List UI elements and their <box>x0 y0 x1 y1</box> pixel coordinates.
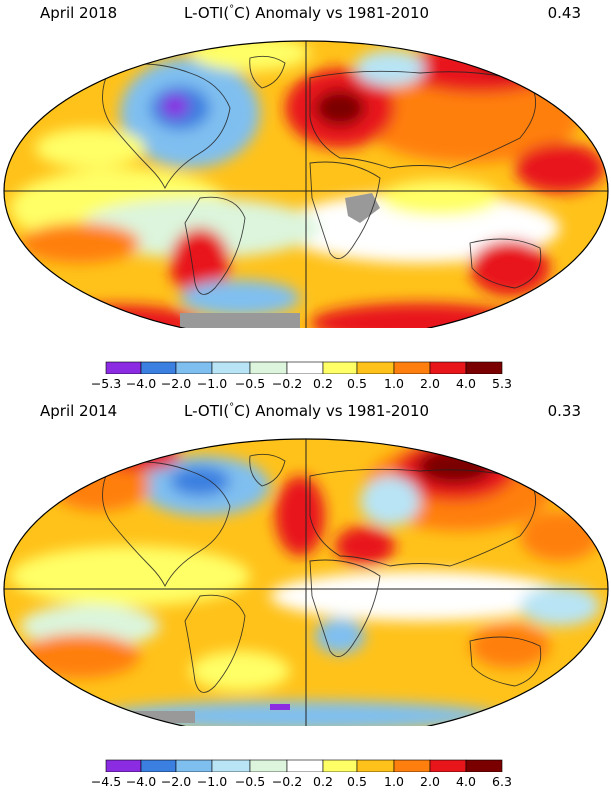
colorbar-swatch <box>465 361 503 374</box>
colorbar-tick-label: 0.2 <box>313 774 333 789</box>
anomaly-map-2014 <box>3 438 609 726</box>
colorbar-tick-label: −0.2 <box>271 376 303 391</box>
colorbar-tick-label: −4.0 <box>125 774 157 789</box>
colorbar-swatch <box>286 361 324 374</box>
colorbar-tick-label: −4.5 <box>90 774 122 789</box>
colorbar-tick-label: −5.3 <box>90 376 122 391</box>
colorbar: −4.5 −4.0 −2.0 −1.0 −0.5 −0.2 0.2 0.5 1.… <box>0 728 611 789</box>
colorbar-swatches <box>105 361 503 374</box>
colorbar-tick-label: −0.2 <box>271 774 303 789</box>
colorbar-swatch <box>175 759 213 772</box>
colorbar-tick-label: 6.3 <box>492 774 512 789</box>
colorbar-tick-label: 4.0 <box>456 774 476 789</box>
colorbar-tick-label: −4.0 <box>125 376 157 391</box>
colorbar-swatch <box>286 759 324 772</box>
colorbar-swatch <box>429 361 467 374</box>
colorbar-swatch <box>393 361 431 374</box>
colorbar-tick-label: 4.0 <box>456 376 476 391</box>
colorbar-tick-label: 5.3 <box>492 376 512 391</box>
colorbar-swatch <box>211 361 251 374</box>
colorbar-tick-label: −1.0 <box>196 774 228 789</box>
colorbar-tick-label: −0.5 <box>234 376 266 391</box>
colorbar-swatch <box>393 759 431 772</box>
colorbar-tick-label: 2.0 <box>420 774 440 789</box>
map-panel-april-2018: April 2018 L-OTI(°C) Anomaly vs 1981-201… <box>0 4 611 391</box>
colorbar-tick-label: 1.0 <box>384 774 404 789</box>
colorbar-swatch <box>356 361 395 374</box>
colorbar-swatch <box>356 759 395 772</box>
colorbar-tick-label: 2.0 <box>420 376 440 391</box>
colorbar-swatch <box>140 361 177 374</box>
map-panel-april-2014: April 2014 L-OTI(°C) Anomaly vs 1981-201… <box>0 398 611 796</box>
colorbar-tick-label: −0.5 <box>234 774 266 789</box>
map-month-label: April 2018 <box>40 4 118 22</box>
map-title: L-OTI(°C) Anomaly vs 1981-2010 <box>184 4 430 22</box>
global-mean-value: 0.33 <box>547 402 581 420</box>
colorbar-tick-label: −2.0 <box>160 376 192 391</box>
colorbar-tick-label: 0.2 <box>313 376 333 391</box>
colorbar-swatch <box>249 759 288 772</box>
colorbar-tick-label: 1.0 <box>384 376 404 391</box>
colorbar-tick-label: −2.0 <box>160 774 192 789</box>
colorbar-swatch <box>175 361 213 374</box>
colorbar-swatch <box>429 759 467 772</box>
colorbar-swatch <box>105 759 142 772</box>
colorbar-swatches <box>105 759 503 772</box>
colorbar-swatch <box>140 759 177 772</box>
colorbar: −5.3 −4.0 −2.0 −1.0 −0.5 −0.2 0.2 0.5 1.… <box>0 330 611 391</box>
colorbar-tick-label: 0.5 <box>347 376 367 391</box>
anomaly-map-2018 <box>3 40 609 328</box>
map-title: L-OTI(°C) Anomaly vs 1981-2010 <box>184 402 430 420</box>
colorbar-swatch <box>322 361 358 374</box>
colorbar-swatch <box>322 759 358 772</box>
colorbar-swatch <box>249 361 288 374</box>
colorbar-swatch <box>211 759 251 772</box>
colorbar-swatch <box>465 759 503 772</box>
global-mean-value: 0.43 <box>547 4 581 22</box>
map-month-label: April 2014 <box>40 402 118 420</box>
colorbar-swatch <box>105 361 142 374</box>
colorbar-tick-label: −1.0 <box>196 376 228 391</box>
colorbar-tick-label: 0.5 <box>347 774 367 789</box>
